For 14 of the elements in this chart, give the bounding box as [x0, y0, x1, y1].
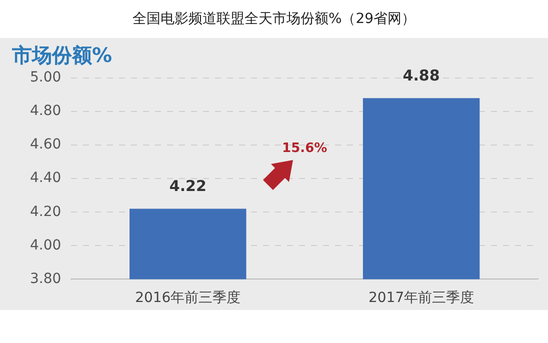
chart-title: 全国电影频道联盟全天市场份额%（29省网）	[131, 10, 417, 29]
y-tick-label: 4.00	[30, 237, 62, 254]
annotation: 15.6%	[282, 140, 328, 156]
y-tick-label: 5.00	[30, 70, 62, 86]
y-axis-title: 市场份额%	[12, 42, 112, 69]
data-label: 4.22	[169, 177, 206, 196]
x-tick-label: 2017年前三季度	[368, 290, 474, 306]
x-tick-label: 2016年前三季度	[135, 290, 241, 306]
y-tick-label: 4.40	[30, 170, 62, 186]
y-tick-label: 4.60	[30, 136, 62, 153]
data-label: 4.88	[402, 66, 440, 85]
y-tick-label: 3.80	[30, 270, 62, 287]
y-tick-label: 4.20	[30, 204, 62, 220]
y-tick-label: 4.80	[30, 103, 62, 120]
